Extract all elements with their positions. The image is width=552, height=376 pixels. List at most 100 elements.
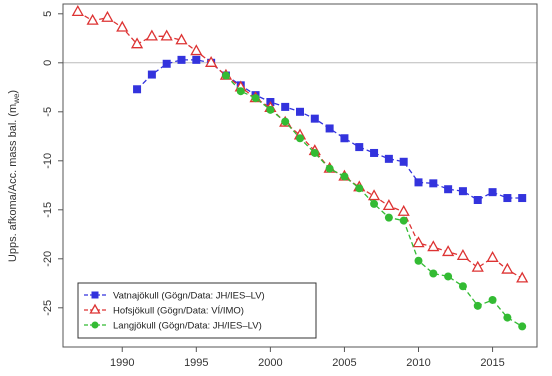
data-point [251, 94, 260, 103]
y-axis-title-main: Upps. afkoma/Acc. mass bal. (m [7, 104, 19, 262]
x-tick-label: 2015 [480, 357, 504, 369]
y-axis-title: Upps. afkoma/Acc. mass bal. (mwe) [7, 90, 21, 262]
data-point [444, 185, 453, 194]
legend-box [77, 282, 317, 339]
y-tick-label: -15 [42, 202, 54, 218]
data-point [296, 134, 304, 143]
data-point [370, 199, 379, 208]
data-point [397, 204, 410, 216]
legend-entry: Langjökull (Gögn/Data: JH/IES–LV) [84, 321, 262, 332]
data-point [399, 216, 408, 225]
data-point [429, 269, 438, 278]
x-axis: 1990 1995 2000 2005 2010 2015 [110, 347, 505, 369]
data-point [367, 189, 381, 201]
data-point [384, 213, 393, 222]
legend: Vatnajökull (Gögn/Data: JH/IES–LV) Hofsjö… [77, 282, 317, 339]
data-point [177, 55, 186, 64]
data-point [355, 143, 364, 152]
data-point [281, 102, 290, 111]
data-point [130, 37, 144, 49]
data-point [458, 187, 467, 196]
data-point [516, 271, 529, 283]
series-layer [71, 5, 529, 331]
data-point [192, 55, 201, 64]
data-point [501, 262, 514, 274]
data-point [325, 124, 334, 133]
data-point [266, 105, 275, 114]
legend-entry: Hofsjökull (Gögn/Data: VÍ/IMO) [84, 303, 244, 317]
x-tick-label: 1995 [184, 357, 208, 369]
data-point [325, 164, 334, 173]
data-point [86, 13, 99, 25]
legend-marker [89, 303, 101, 314]
data-point [456, 249, 470, 261]
data-point [473, 301, 482, 310]
series-1 [133, 55, 527, 204]
data-point [340, 134, 349, 143]
x-tick-label: 2005 [332, 357, 356, 369]
data-point [427, 240, 440, 252]
data-point [340, 172, 349, 181]
y-tick-label: -25 [42, 300, 54, 316]
x-tick-label: 2000 [258, 357, 282, 369]
data-point [382, 199, 395, 211]
data-point [162, 59, 171, 68]
y-tick-label: -20 [42, 251, 54, 267]
series-3 [221, 71, 527, 331]
data-point [101, 10, 114, 22]
data-point [414, 178, 423, 187]
data-point [147, 70, 156, 79]
data-point [503, 313, 512, 322]
series-line [136, 59, 523, 201]
data-point [414, 256, 423, 265]
legend-marker [91, 291, 99, 299]
data-point [236, 87, 245, 96]
data-point [116, 20, 129, 32]
data-point [444, 272, 453, 281]
data-point [221, 71, 230, 80]
legend-label: Vatnajökull (Gögn/Data: JH/IES–LV) [113, 291, 265, 302]
data-point [370, 148, 379, 157]
x-tick-label: 2010 [406, 357, 430, 369]
x-tick-label: 1990 [110, 357, 134, 369]
data-point [429, 179, 438, 188]
series-line [225, 75, 523, 327]
data-point [503, 194, 512, 203]
data-point [518, 194, 527, 203]
data-point [384, 154, 393, 163]
data-point [412, 236, 425, 248]
data-point [399, 157, 408, 166]
y-axis: 5 0 -5 -10 -15 -20 -25 [42, 11, 63, 316]
y-tick-label: 0 [42, 60, 54, 66]
plot-frame [62, 3, 538, 348]
legend-label: Langjökull (Gögn/Data: JH/IES–LV) [113, 321, 262, 332]
data-point [133, 85, 142, 94]
data-point [310, 114, 319, 123]
data-point [175, 33, 188, 45]
data-point [281, 117, 290, 126]
y-tick-label: -5 [42, 107, 54, 117]
legend-label: Hofsjökull (Gögn/Data: VÍ/IMO) [113, 306, 244, 317]
y-tick-label: 5 [42, 11, 54, 17]
legend-marker [91, 321, 99, 329]
data-point [473, 196, 482, 204]
data-point [458, 282, 467, 291]
data-point [296, 107, 304, 116]
data-point [145, 29, 158, 41]
data-point [190, 44, 203, 56]
data-point [488, 188, 497, 197]
y-tick-label: -10 [42, 153, 54, 169]
data-point [471, 260, 484, 272]
data-point [205, 55, 218, 67]
data-point [160, 29, 173, 41]
y-axis-title-close: ) [7, 90, 19, 94]
data-point [355, 184, 364, 193]
data-point [518, 322, 527, 331]
data-point [442, 245, 455, 257]
legend-entry: Vatnajökull (Gögn/Data: JH/IES–LV) [84, 291, 265, 302]
data-point [310, 148, 319, 157]
y-axis-title-subscript: we [12, 93, 21, 105]
data-point [488, 295, 497, 304]
data-point [486, 250, 499, 262]
